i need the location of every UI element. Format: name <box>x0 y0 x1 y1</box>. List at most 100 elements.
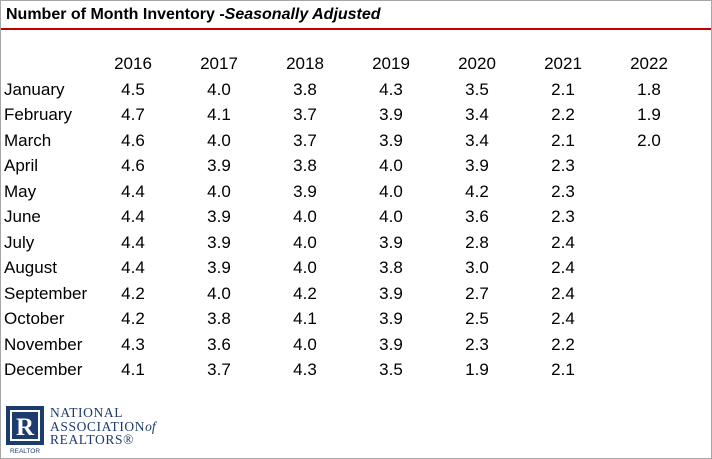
year-header: 2019 <box>372 54 410 73</box>
logo-line-1: NATIONAL <box>50 405 124 420</box>
value-cell: 2.2 <box>551 105 575 124</box>
value-cell: 4.4 <box>121 232 145 252</box>
value-cell: 4.0 <box>293 232 317 252</box>
value-cell: 4.1 <box>121 360 145 379</box>
value-cell: 3.9 <box>293 181 317 201</box>
value-cell: 2.4 <box>551 232 575 252</box>
value-cell: 4.3 <box>379 79 403 99</box>
value-cell: 1.8 <box>637 79 661 99</box>
value-cell <box>606 153 692 179</box>
value-cell: 3.9 <box>379 283 403 303</box>
value-cell: 2.3 <box>465 334 489 354</box>
value-cell: 3.7 <box>207 360 231 379</box>
value-cell: 3.8 <box>293 79 317 99</box>
table-header: Number of Month Inventory - Seasonally A… <box>1 1 711 30</box>
logo-line-2-main: ASSOCIATION <box>50 418 146 434</box>
month-label: August <box>4 258 57 277</box>
svg-text:R: R <box>16 414 35 441</box>
value-cell: 4.7 <box>121 105 145 124</box>
logo-wordmark: NATIONAL ASSOCIATIONof REALTORS® <box>50 406 156 447</box>
inventory-table-body: January 4.5 4.0 3.8 4.3 3.5 2.1 1.8 February 4.7 4… <box>1 77 692 383</box>
value-cell: 3.7 <box>293 105 317 124</box>
value-cell: 4.6 <box>121 156 145 175</box>
value-cell: 2.8 <box>465 232 489 252</box>
year-header-row: 2016 2017 2018 2019 2020 2021 2022 <box>1 51 692 77</box>
value-cell: 4.1 <box>207 105 231 124</box>
month-label: March <box>4 130 52 150</box>
table-row: July 4.4 3.9 4.0 3.9 2.8 2.4 <box>1 230 692 256</box>
value-cell: 2.3 <box>551 181 575 201</box>
value-cell <box>606 332 692 358</box>
value-cell: 3.9 <box>379 232 403 252</box>
value-cell: 4.4 <box>121 207 145 226</box>
month-label: December <box>4 360 83 379</box>
value-cell: 1.9 <box>465 360 489 379</box>
value-cell: 3.9 <box>207 207 231 226</box>
value-cell: 2.0 <box>637 130 661 150</box>
value-cell <box>606 204 692 230</box>
value-cell: 3.9 <box>379 105 403 124</box>
value-cell: 4.0 <box>207 79 231 99</box>
value-cell: 3.5 <box>465 79 489 99</box>
value-cell: 3.8 <box>379 258 403 277</box>
month-label: February <box>4 105 73 124</box>
table-row: September 4.2 4.0 4.2 3.9 2.7 2.4 <box>1 281 692 307</box>
value-cell: 2.3 <box>551 156 575 175</box>
logo-line-2: ASSOCIATIONof <box>50 418 156 434</box>
month-label: September <box>4 283 88 303</box>
value-cell: 4.0 <box>293 207 317 226</box>
value-cell: 4.5 <box>121 79 145 99</box>
value-cell <box>606 306 692 332</box>
month-label: November <box>4 334 83 354</box>
value-cell: 2.4 <box>551 309 575 328</box>
value-cell: 4.4 <box>121 181 145 201</box>
value-cell: 4.1 <box>293 309 317 328</box>
table-row: May 4.4 4.0 3.9 4.0 4.2 2.3 <box>1 179 692 205</box>
month-label: July <box>4 232 35 252</box>
value-cell: 3.9 <box>207 156 231 175</box>
value-cell <box>606 255 692 281</box>
value-cell <box>606 281 692 307</box>
value-cell: 2.2 <box>551 334 575 354</box>
table-title: Number of Month Inventory - <box>6 5 225 23</box>
value-cell: 3.4 <box>465 105 489 124</box>
value-cell: 2.4 <box>551 283 575 303</box>
table-row: October 4.2 3.8 4.1 3.9 2.5 2.4 <box>1 306 692 332</box>
svg-text:REALTOR: REALTOR <box>10 448 40 454</box>
value-cell: 3.5 <box>379 360 403 379</box>
value-cell: 4.3 <box>121 334 145 354</box>
value-cell: 3.7 <box>293 130 317 150</box>
table-row: June 4.4 3.9 4.0 4.0 3.6 2.3 <box>1 204 692 230</box>
year-header: 2016 <box>114 54 152 73</box>
year-header: 2021 <box>544 54 582 73</box>
value-cell: 2.5 <box>465 309 489 328</box>
month-label: May <box>4 181 37 201</box>
month-label: January <box>4 79 65 99</box>
value-cell: 3.9 <box>207 258 231 277</box>
value-cell: 2.4 <box>551 258 575 277</box>
value-cell: 4.2 <box>465 181 489 201</box>
value-cell: 3.4 <box>465 130 489 150</box>
logo-line-2-suffix: of <box>145 418 156 434</box>
value-cell: 1.9 <box>637 105 661 124</box>
value-cell: 4.0 <box>379 156 403 175</box>
value-cell: 2.7 <box>465 283 489 303</box>
nar-logo: R REALTOR NATIONAL ASSOCIATIONof REALTOR… <box>6 406 156 454</box>
year-header: 2018 <box>286 54 324 73</box>
value-cell: 4.6 <box>121 130 145 150</box>
value-cell: 4.2 <box>121 283 145 303</box>
value-cell: 4.0 <box>207 130 231 150</box>
value-cell: 3.8 <box>293 156 317 175</box>
month-label: June <box>4 207 41 226</box>
value-cell: 4.3 <box>293 360 317 379</box>
value-cell: 4.0 <box>293 258 317 277</box>
value-cell: 2.1 <box>551 360 575 379</box>
table-row: December 4.1 3.7 4.3 3.5 1.9 2.1 <box>1 357 692 383</box>
realtor-r-icon: R REALTOR <box>6 406 44 454</box>
value-cell: 3.9 <box>465 156 489 175</box>
value-cell: 3.9 <box>379 309 403 328</box>
table-row: August 4.4 3.9 4.0 3.8 3.0 2.4 <box>1 255 692 281</box>
value-cell: 4.0 <box>293 334 317 354</box>
table-subtitle: Seasonally Adjusted <box>224 5 381 23</box>
table-row: January 4.5 4.0 3.8 4.3 3.5 2.1 1.8 <box>1 77 692 103</box>
